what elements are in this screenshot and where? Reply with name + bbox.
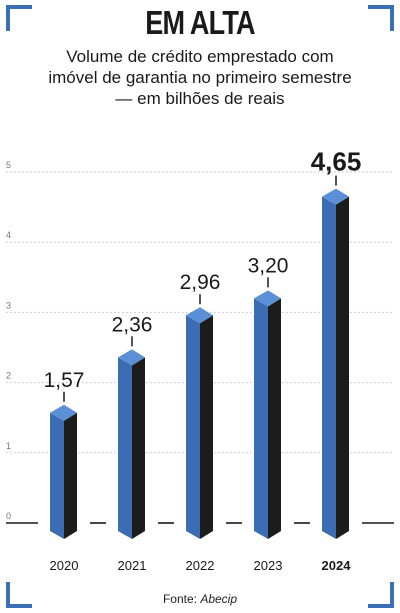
y-tick-label: 5 <box>6 160 11 170</box>
x-tick-label: 2022 <box>186 558 215 573</box>
x-tick-label: 2023 <box>254 558 283 573</box>
bar-top <box>118 349 145 366</box>
bar-front <box>118 357 132 539</box>
bar-front <box>254 298 268 539</box>
source-note: Fonte: Abecip <box>0 592 400 606</box>
bar-side <box>200 315 213 539</box>
bar-value-label: 4,65 <box>311 147 362 177</box>
x-tick-label: 2021 <box>118 558 147 573</box>
x-tick-label: 2020 <box>50 558 79 573</box>
source-label: Fonte: <box>162 592 197 606</box>
bar-top <box>254 290 281 307</box>
y-tick-label: 4 <box>6 230 11 240</box>
chart-subtitle: Volume de crédito emprestado com imóvel … <box>48 47 352 108</box>
bar-side <box>64 412 77 539</box>
bar-front <box>50 412 64 539</box>
x-tick-label: 2024 <box>322 558 352 573</box>
chart-title: EM ALTA <box>145 4 255 41</box>
bar-top <box>322 188 349 205</box>
bar-front <box>186 315 200 539</box>
bar-front <box>322 196 336 539</box>
bar-value-label: 2,36 <box>112 313 153 336</box>
bar-value-label: 1,57 <box>44 369 85 392</box>
y-tick-label: 0 <box>6 511 11 521</box>
bar-top <box>50 404 77 421</box>
bar-top <box>186 307 213 324</box>
bar-side <box>336 196 349 539</box>
y-tick-label: 2 <box>6 371 11 381</box>
frame-corner-top-right <box>368 5 394 31</box>
source-name: Abecip <box>200 592 238 606</box>
bar-side <box>268 298 281 539</box>
y-tick-label: 1 <box>6 441 11 451</box>
bar-side <box>132 357 145 539</box>
frame-corner-bottom-left <box>6 582 32 608</box>
bar-value-label: 2,96 <box>180 271 221 294</box>
frame-corner-bottom-right <box>368 582 394 608</box>
y-tick-label: 3 <box>6 300 11 310</box>
bar-value-label: 3,20 <box>248 254 289 277</box>
frame-corner-top-left <box>6 5 32 31</box>
